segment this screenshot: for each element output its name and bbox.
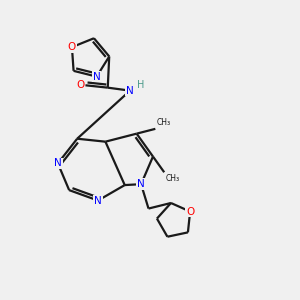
Text: N: N [93, 72, 101, 82]
Text: O: O [186, 206, 194, 217]
Text: N: N [126, 85, 134, 96]
Text: N: N [54, 158, 62, 168]
Text: O: O [68, 42, 76, 52]
Text: O: O [76, 80, 84, 90]
Text: N: N [137, 179, 145, 189]
Text: CH₃: CH₃ [166, 174, 180, 183]
Text: H: H [137, 80, 144, 90]
Text: CH₃: CH₃ [157, 118, 171, 127]
Text: N: N [94, 196, 102, 206]
